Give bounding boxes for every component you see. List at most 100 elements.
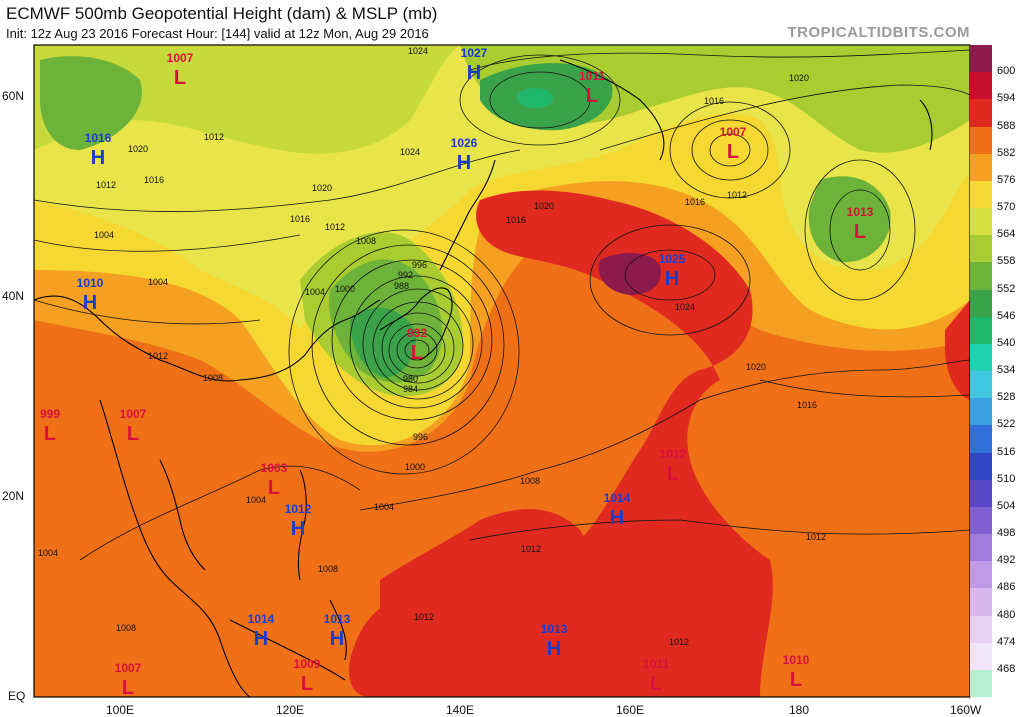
- svg-text:L: L: [174, 67, 186, 89]
- lon-label: 180: [789, 703, 809, 717]
- low-west-green: [40, 56, 142, 150]
- colorbar-label: 570: [997, 201, 1016, 213]
- high-center: 1014 H: [604, 491, 631, 529]
- colorbar-swatch: [970, 452, 992, 481]
- colorbar-swatch: [970, 561, 992, 589]
- colorbar-label: 522: [997, 418, 1016, 431]
- svg-text:H: H: [467, 62, 481, 84]
- colorbar-label: 600: [997, 65, 1016, 78]
- isobar-label: 1012: [414, 612, 434, 622]
- isobar-label: 1020: [128, 144, 148, 154]
- svg-text:1016: 1016: [85, 131, 112, 145]
- colorbar-swatch: [970, 262, 992, 290]
- high-center: 1012 H: [285, 502, 312, 540]
- svg-text:L: L: [122, 677, 134, 699]
- low-center: 1011 L: [579, 69, 605, 107]
- lon-label: 160W: [950, 703, 982, 717]
- svg-text:H: H: [291, 518, 305, 540]
- map-title: ECMWF 500mb Geopotential Height (dam) & …: [6, 4, 438, 23]
- colorbar-swatch: [970, 126, 992, 155]
- colorbar-swatch: [970, 398, 992, 426]
- colorbar-label: 492: [997, 554, 1016, 567]
- low-center: 1009 L: [294, 657, 321, 695]
- isobar-label: 1012: [96, 180, 116, 190]
- isobar-label: 1012: [521, 544, 541, 554]
- coastlines: [34, 59, 933, 697]
- svg-text:L: L: [667, 463, 679, 485]
- high-center: 1013 H: [541, 622, 568, 660]
- isobar-label: 1020: [789, 73, 809, 83]
- colorbar-label: 552: [997, 282, 1016, 295]
- isobar-label: 1012: [669, 637, 689, 647]
- isobar-label: 1004: [38, 548, 58, 558]
- svg-text:932: 932: [407, 326, 427, 340]
- colorbar-label: 480: [997, 608, 1016, 621]
- svg-text:L: L: [301, 673, 313, 695]
- lon-label: 160E: [616, 703, 644, 717]
- svg-text:1010: 1010: [783, 653, 810, 667]
- colorbar-label: 534: [997, 364, 1016, 376]
- svg-text:1013: 1013: [324, 612, 351, 626]
- colorbar-swatch: [970, 99, 992, 127]
- colorbar-swatch: [970, 289, 992, 318]
- svg-text:1007: 1007: [167, 51, 194, 65]
- svg-text:H: H: [547, 638, 561, 660]
- colorbar-label: 504: [997, 499, 1016, 512]
- isobar-label: 1024: [408, 46, 428, 56]
- svg-text:1007: 1007: [720, 125, 747, 139]
- isobar-label: 1008: [116, 623, 136, 633]
- low-east-green: [808, 176, 891, 263]
- lat-label: 60N: [2, 89, 24, 103]
- ridge-588-south: [380, 509, 595, 670]
- isobar-label: 980: [403, 374, 418, 384]
- svg-text:1007: 1007: [115, 661, 142, 675]
- high-center: 1026 H: [451, 136, 478, 174]
- lon-label: 140E: [446, 703, 474, 717]
- colorbar-swatch: [970, 45, 992, 73]
- colorbar-label: 582: [997, 146, 1016, 159]
- colorbar-label: 564: [997, 228, 1016, 241]
- svg-text:1014: 1014: [248, 612, 275, 626]
- svg-text:H: H: [330, 628, 344, 650]
- high-center: 1014 H: [248, 612, 275, 650]
- colorbar-label: 516: [997, 445, 1016, 458]
- isobar-label: 996: [412, 260, 427, 270]
- colorbar-label: 474: [997, 635, 1016, 648]
- colorbar-swatch: [970, 343, 992, 372]
- low-center: 1013 L: [847, 205, 874, 243]
- colorbar-label: 510: [997, 472, 1016, 485]
- isobar-label: 1024: [675, 302, 695, 312]
- svg-text:L: L: [586, 85, 598, 107]
- svg-text:1012: 1012: [660, 447, 687, 461]
- colorbar-swatch: [970, 72, 992, 100]
- high-center: 1025 H: [659, 252, 686, 290]
- low-center: 1007 L: [720, 125, 747, 163]
- svg-text:H: H: [83, 292, 97, 314]
- colorbar-swatch: [970, 153, 992, 182]
- isobar-label: 1020: [746, 362, 766, 372]
- colorbar-swatch: [970, 316, 992, 345]
- colorbar-swatch: [970, 371, 992, 399]
- isobar-label: 996: [413, 432, 428, 442]
- low-center: 1007 L: [167, 51, 194, 89]
- svg-text:1027: 1027: [461, 46, 488, 60]
- svg-text:999: 999: [40, 407, 60, 421]
- low-center: 1007 L: [120, 407, 147, 445]
- colorbar-label: 528: [997, 391, 1016, 404]
- isobar-label: 1008: [356, 236, 376, 246]
- colorbar-swatch: [970, 642, 992, 671]
- colorbar-swatch: [970, 669, 992, 698]
- colorbar-swatch: [970, 425, 992, 453]
- svg-text:L: L: [727, 141, 739, 163]
- isobar-label: 1020: [312, 183, 332, 193]
- colorbar-label: 486: [997, 581, 1016, 594]
- colorbar: [970, 45, 992, 698]
- svg-text:L: L: [268, 477, 280, 499]
- ridge-588-east: [945, 300, 970, 400]
- svg-text:L: L: [854, 221, 866, 243]
- svg-text:L: L: [790, 669, 802, 691]
- brand-watermark: TROPICALTIDBITS.COM: [787, 24, 970, 41]
- isobar-label: 1008: [520, 476, 540, 486]
- colorbar-swatch: [970, 180, 992, 209]
